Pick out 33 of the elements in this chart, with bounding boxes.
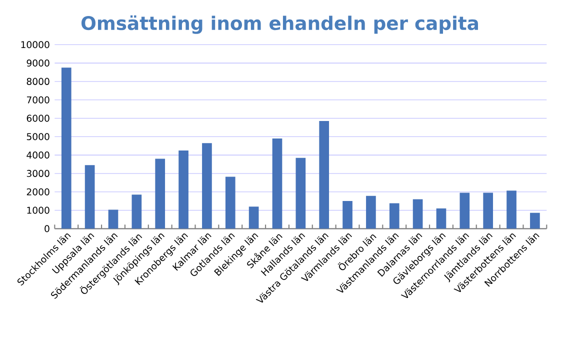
bar [460,192,470,229]
bar [296,158,306,229]
bar [132,194,142,229]
bar [319,121,330,229]
bar [506,190,516,229]
bar [61,68,72,229]
y-tick-label: 7000 [26,96,50,104]
bar [483,192,494,229]
y-tick-label: 6000 [26,114,50,122]
y-tick-label: 10000 [21,41,50,48]
y-tick-label: 3000 [26,170,50,177]
bar [436,208,446,229]
bar [178,150,188,229]
bar [272,138,282,229]
bar [412,199,423,229]
bar [342,201,352,229]
y-tick-label: 5000 [26,133,50,140]
chart-title: Omsättning inom ehandeln per capita [81,15,478,34]
y-tick-label: 0 [44,225,50,232]
y-tick-label: 4000 [26,152,50,159]
bar [84,165,95,229]
bar [225,176,236,229]
bar [389,203,400,229]
y-tick-label: 9000 [26,60,50,67]
y-tick-label: 8000 [26,78,50,85]
bar [530,212,540,229]
y-tick-label: 1000 [27,206,50,214]
bar [202,143,212,229]
bar [108,210,118,229]
bar [366,196,376,229]
bar [155,158,166,229]
bar [248,206,259,229]
y-tick-label: 2000 [26,188,50,196]
